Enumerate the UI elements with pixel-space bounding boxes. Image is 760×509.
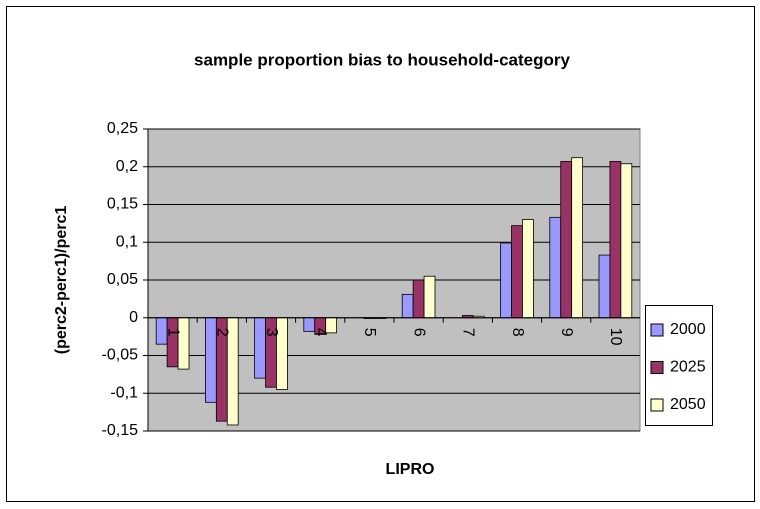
y-tick-label: 0,2 [116,158,138,175]
y-tick-label: -0,05 [102,347,139,364]
x-tick-label: 2 [214,328,231,337]
legend-swatch [650,323,664,337]
bar [609,161,622,319]
x-tick-label: 4 [312,328,329,337]
bar [560,161,573,319]
y-tick-label: -0,1 [110,384,138,401]
y-tick-label: 0,1 [116,233,138,250]
x-tick-label: 5 [361,328,378,337]
x-axis-label: LIPRO [386,461,435,478]
y-tick-label: -0,15 [102,422,139,439]
y-axis-label: (perc2-perc1)/perc1 [53,206,70,355]
y-tick-label: 0,15 [107,196,138,213]
bar [571,157,584,319]
bar [412,279,425,319]
bar [549,216,562,319]
bar [511,225,523,319]
bar [500,242,512,319]
chart-title: sample proportion bias to household-cate… [194,50,570,69]
x-tick-label: 9 [558,328,575,337]
y-tick-label: 0,25 [107,120,138,137]
legend-label: 2025 [670,359,706,376]
y-tick-label: 0,05 [107,271,138,288]
x-tick-label: 6 [410,328,427,337]
x-tick-label: 7 [460,328,477,337]
bar [620,163,633,319]
legend-label: 2050 [670,396,706,413]
bar [598,254,611,319]
bar [177,317,190,370]
legend-label: 2000 [670,321,706,338]
x-tick-label: 1 [164,328,181,337]
legend-swatch [650,361,664,374]
bar [166,317,179,368]
x-tick-label: 10 [607,328,624,346]
y-tick-label: 0 [129,309,138,326]
x-tick-label: 8 [509,328,526,337]
bar [401,293,414,319]
bar [522,219,534,319]
legend-swatch [650,398,664,412]
x-tick-label: 3 [263,328,280,337]
bar [423,275,436,319]
